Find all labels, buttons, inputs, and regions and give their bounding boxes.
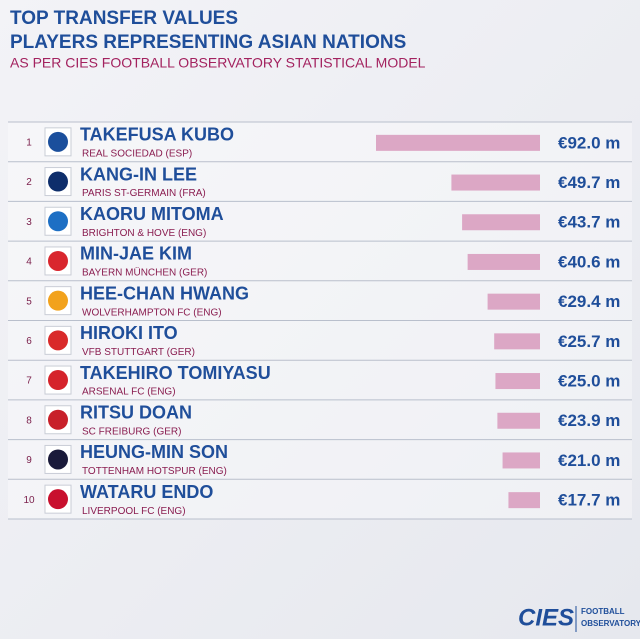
- chart-note: AS PER CIES FOOTBALL OBSERVATORY STATIST…: [10, 55, 426, 71]
- rows: 1 TAKEFUSA KUBO REAL SOCIEDAD (ESP) €92.0 m…: [8, 121, 632, 520]
- bar: [494, 333, 540, 350]
- bar: [502, 452, 540, 469]
- club-logo: [48, 449, 68, 470]
- club-name: SC FREIBURG (GER): [82, 426, 181, 437]
- chart-title: TOP TRANSFER VALUES: [10, 8, 238, 29]
- club-logo: [48, 489, 68, 510]
- rank: 1: [26, 137, 32, 148]
- club-name: PARIS ST-GERMAIN (FRA): [82, 188, 206, 199]
- player-name: MIN-JAE KIM: [80, 244, 192, 264]
- player-name: RITSU DOAN: [80, 403, 192, 423]
- rank: 7: [26, 376, 32, 387]
- club-logo: [48, 171, 68, 192]
- bar: [451, 174, 540, 191]
- club-name: TOTTENHAM HOTSPUR (ENG): [82, 466, 227, 477]
- value-label: €23.9 m: [558, 411, 620, 430]
- value-label: €21.0 m: [558, 451, 620, 470]
- footer-text: FOOTBALL: [581, 607, 625, 616]
- rank: 10: [23, 495, 35, 506]
- value-label: €29.4 m: [558, 292, 620, 311]
- footer-text: OBSERVATORY: [581, 619, 640, 628]
- player-name: WATARU ENDO: [80, 482, 213, 502]
- club-name: LIVERPOOL FC (ENG): [82, 506, 186, 517]
- club-logo: [48, 370, 68, 391]
- club-name: BRIGHTON & HOVE (ENG): [82, 228, 206, 239]
- rank: 6: [26, 336, 32, 347]
- bar: [462, 214, 540, 231]
- value-label: €49.7 m: [558, 173, 620, 192]
- bar: [376, 134, 540, 151]
- bar: [487, 293, 540, 310]
- club-name: BAYERN MÜNCHEN (GER): [82, 267, 207, 279]
- value-label: €25.7 m: [558, 332, 620, 351]
- club-logo: [48, 330, 68, 351]
- player-name: KANG-IN LEE: [80, 164, 197, 184]
- club-name: VFB STUTTGART (GER): [82, 347, 195, 358]
- value-label: €92.0 m: [558, 133, 620, 152]
- bar: [495, 373, 540, 390]
- club-logo: [48, 131, 68, 152]
- club-name: WOLVERHAMPTON FC (ENG): [82, 307, 222, 318]
- player-name: TAKEHIRO TOMIYASU: [80, 363, 271, 383]
- rank: 4: [26, 257, 32, 268]
- player-name: HEE-CHAN HWANG: [80, 283, 249, 303]
- chart-subtitle: PLAYERS REPRESENTING ASIAN NATIONS: [10, 32, 406, 53]
- bar: [467, 253, 540, 270]
- bar: [497, 412, 540, 429]
- value-label: €25.0 m: [558, 372, 620, 391]
- rank: 9: [26, 455, 32, 466]
- value-label: €17.7 m: [558, 491, 620, 510]
- footer-logo: CIES: [518, 604, 574, 631]
- bar: [508, 492, 540, 509]
- club-logo: [48, 409, 68, 430]
- club-logo: [48, 250, 68, 271]
- value-label: €43.7 m: [558, 213, 620, 232]
- player-name: HIROKI ITO: [80, 323, 178, 343]
- club-name: ARSENAL FC (ENG): [82, 387, 176, 398]
- value-label: €40.6 m: [558, 252, 620, 271]
- player-name: HEUNG-MIN SON: [80, 442, 228, 462]
- rank: 5: [26, 296, 32, 307]
- rank: 2: [26, 177, 32, 188]
- club-logo: [48, 211, 68, 232]
- player-name: KAORU MITOMA: [80, 204, 224, 224]
- rank: 3: [26, 217, 32, 228]
- player-name: TAKEFUSA KUBO: [80, 125, 234, 145]
- club-logo: [48, 290, 68, 311]
- rank: 8: [26, 415, 32, 426]
- club-name: REAL SOCIEDAD (ESP): [82, 148, 192, 159]
